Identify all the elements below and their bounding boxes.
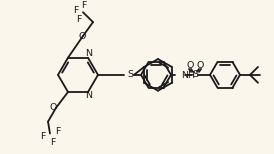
Text: O: O xyxy=(78,32,86,41)
Text: S: S xyxy=(127,70,133,79)
Text: S: S xyxy=(192,70,198,79)
Text: N: N xyxy=(85,49,93,58)
Text: F: F xyxy=(76,15,82,24)
Text: N: N xyxy=(85,91,93,100)
Text: NH: NH xyxy=(181,71,195,80)
Text: F: F xyxy=(40,132,46,141)
Text: F: F xyxy=(50,138,56,147)
Text: O: O xyxy=(196,61,204,71)
Text: O: O xyxy=(186,61,194,71)
Text: F: F xyxy=(73,6,79,15)
Text: F: F xyxy=(55,127,61,136)
Text: O: O xyxy=(49,103,57,112)
Text: F: F xyxy=(81,1,87,10)
